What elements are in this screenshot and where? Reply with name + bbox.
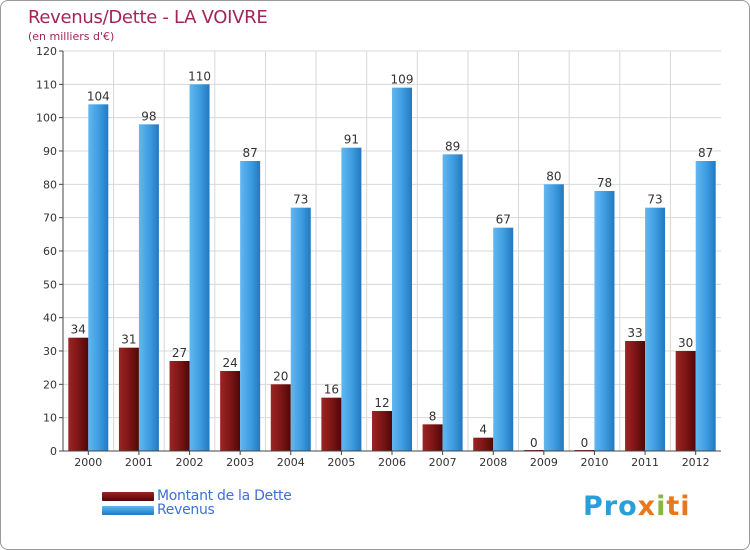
bar-revenus-2006: [392, 87, 412, 452]
data-labels: 34 104 31 98 27 110 24 87 20 73 16 91 12 109 8 89 4 67 0 80…: [71, 69, 714, 450]
data-label-revenus-2009: 80: [546, 169, 561, 183]
legend-item-dette: Montant de la Dette: [102, 488, 292, 504]
data-label-revenus-2006: 109: [391, 73, 414, 87]
y-tick-label-50: 50: [43, 278, 57, 291]
bar-revenus-2011: [645, 207, 666, 451]
legend-swatch-revenus: [102, 505, 154, 515]
data-label-revenus-2003: 87: [243, 146, 258, 160]
bar-revenus-2004: [290, 207, 311, 451]
bar-revenus-2009: [543, 184, 564, 452]
data-label-dette-2005: 16: [324, 383, 339, 397]
bar-revenus-2008: [493, 227, 514, 451]
legend-label-dette: Montant de la Dette: [157, 488, 292, 504]
legend-swatch-dette: [102, 491, 154, 501]
bar-revenus-2007: [442, 154, 463, 452]
bar-dette-2004: [270, 384, 291, 451]
data-label-revenus-2010: 78: [597, 176, 612, 190]
y-tick-label-110: 110: [36, 78, 57, 91]
bar-dette-2012: [675, 351, 696, 451]
x-tick-label-2007: 2007: [429, 456, 457, 469]
data-label-revenus-2002: 110: [188, 69, 211, 83]
logo-part-x: x: [637, 491, 657, 522]
bar-revenus-2005: [341, 147, 362, 451]
x-tick-label-2003: 2003: [226, 456, 254, 469]
bar-dette-2006: [372, 411, 392, 451]
y-tick-label-70: 70: [43, 212, 57, 225]
data-label-dette-2000: 34: [71, 323, 86, 337]
y-tick-label-100: 100: [36, 112, 57, 125]
data-label-revenus-2000: 104: [87, 89, 110, 103]
bar-revenus-2000: [88, 104, 109, 451]
y-tick-label-20: 20: [43, 378, 57, 391]
x-tick-label-2010: 2010: [580, 456, 608, 469]
x-tick-label-2004: 2004: [277, 456, 305, 469]
data-label-revenus-2005: 91: [344, 133, 359, 147]
data-label-dette-2011: 33: [627, 326, 642, 340]
data-label-revenus-2007: 89: [445, 139, 460, 153]
x-tick-label-2000: 2000: [74, 456, 102, 469]
y-tick-label-60: 60: [43, 245, 57, 258]
x-tick-label-2012: 2012: [682, 456, 710, 469]
data-label-dette-2002: 27: [172, 346, 187, 360]
bar-revenus-2003: [240, 161, 261, 451]
data-label-dette-2008: 4: [479, 423, 487, 437]
proxiti-logo: Proxiti: [583, 491, 691, 522]
bars: [68, 84, 716, 452]
logo-part-i: i: [656, 491, 667, 522]
legend-item-revenus: Revenus: [102, 502, 215, 518]
bar-dette-2003: [220, 371, 241, 451]
data-label-dette-2003: 24: [223, 356, 238, 370]
y-tick-label-0: 0: [50, 445, 57, 458]
logo-part-pro: Pro: [583, 491, 638, 522]
bar-dette-2005: [321, 397, 342, 451]
bar-revenus-2001: [138, 124, 159, 451]
x-tick-label-2011: 2011: [631, 456, 659, 469]
logo-part-ti: ti: [666, 491, 691, 522]
x-tick-label-2009: 2009: [530, 456, 558, 469]
data-label-dette-2001: 31: [121, 333, 136, 347]
y-tick-label-10: 10: [43, 412, 57, 425]
x-tick-label-2005: 2005: [327, 456, 355, 469]
data-label-dette-2006: 12: [374, 396, 389, 410]
bar-dette-2008: [473, 437, 494, 451]
data-label-revenus-2001: 98: [141, 109, 156, 123]
bar-revenus-2010: [594, 191, 615, 451]
bar-dette-2007: [422, 424, 443, 451]
chart-title: Revenus/Dette - LA VOIVRE: [28, 7, 268, 28]
y-tick-label-30: 30: [43, 345, 57, 358]
data-label-dette-2012: 30: [678, 336, 693, 350]
bar-dette-2001: [118, 347, 139, 451]
data-label-revenus-2011: 73: [647, 193, 662, 207]
x-tick-label-2006: 2006: [378, 456, 406, 469]
y-tick-label-40: 40: [43, 312, 57, 325]
y-tick-label-90: 90: [43, 145, 57, 158]
x-tick-label-2008: 2008: [479, 456, 507, 469]
bar-revenus-2012: [695, 161, 716, 451]
data-label-revenus-2004: 73: [293, 193, 308, 207]
data-label-revenus-2008: 67: [496, 213, 511, 227]
x-tick-label-2002: 2002: [176, 456, 204, 469]
data-label-dette-2004: 20: [273, 369, 288, 383]
chart-subtitle: (en milliers d'€): [28, 30, 115, 43]
bar-dette-2002: [169, 361, 190, 451]
y-tick-label-80: 80: [43, 178, 57, 191]
legend-label-revenus: Revenus: [157, 502, 215, 518]
data-label-dette-2009: 0: [530, 436, 538, 450]
bar-dette-2000: [68, 337, 89, 451]
data-label-dette-2010: 0: [581, 436, 589, 450]
bar-revenus-2002: [189, 84, 210, 451]
bar-dette-2011: [625, 341, 646, 451]
data-label-dette-2007: 8: [429, 409, 437, 423]
data-label-revenus-2012: 87: [698, 146, 713, 160]
y-tick-label-120: 120: [36, 45, 57, 58]
x-tick-label-2001: 2001: [125, 456, 153, 469]
